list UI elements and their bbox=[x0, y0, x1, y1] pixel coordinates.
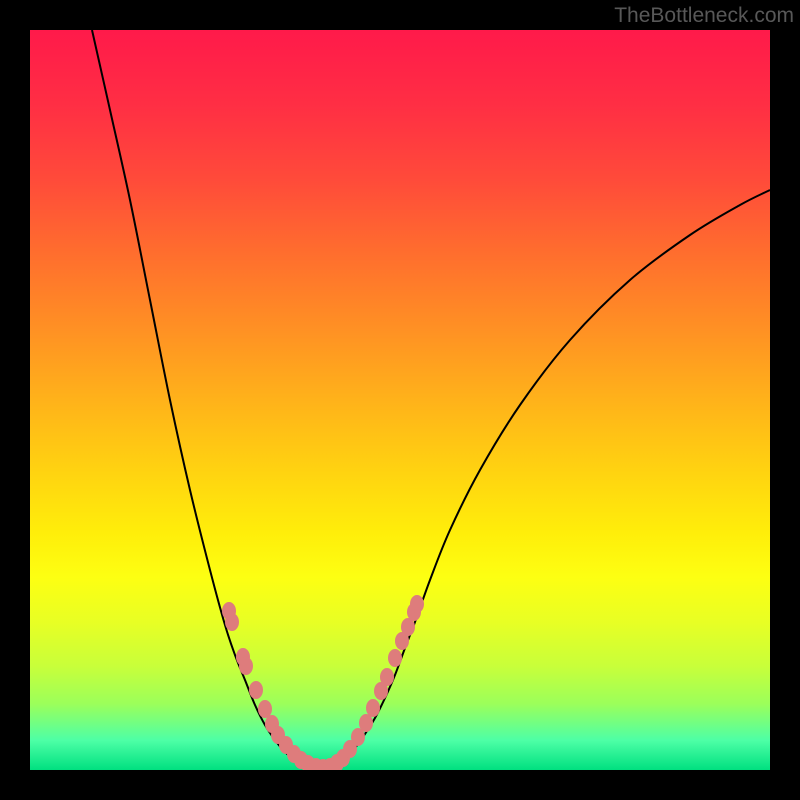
curve-marker bbox=[410, 595, 424, 613]
curve-marker bbox=[359, 714, 373, 732]
curve-marker bbox=[388, 649, 402, 667]
curve-layer bbox=[30, 30, 770, 770]
curve-marker bbox=[225, 613, 239, 631]
curve-marker bbox=[249, 681, 263, 699]
curve-marker bbox=[239, 657, 253, 675]
markers-group bbox=[222, 595, 424, 770]
curve-marker bbox=[366, 699, 380, 717]
chart-area bbox=[30, 30, 770, 770]
bottleneck-curve bbox=[92, 30, 770, 768]
curve-marker bbox=[258, 700, 272, 718]
watermark-text: TheBottleneck.com bbox=[614, 4, 794, 28]
curve-marker bbox=[380, 668, 394, 686]
